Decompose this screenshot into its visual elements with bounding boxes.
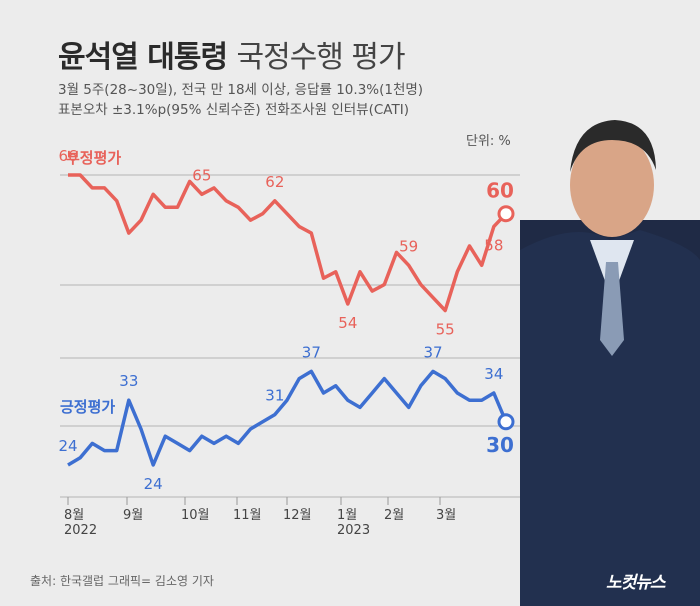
positive-data-label: 30	[486, 433, 514, 457]
title-bold: 윤석열 대통령	[58, 40, 228, 75]
negative-line	[68, 173, 508, 313]
x-tick-year: 2022	[64, 523, 97, 538]
survey-method: 표본오차 ±3.1%p(95% 신뢰수준) 전화조사원 인터뷰(CATI)	[58, 102, 409, 118]
x-tick-label: 1월	[337, 508, 357, 523]
x-tick-label: 9월	[123, 508, 143, 523]
negative-data-label: 65	[192, 166, 211, 184]
negative-data-label: 54	[338, 314, 357, 332]
positive-data-label: 37	[302, 343, 321, 361]
source-credit: 출처: 한국갤럽 그래픽= 김소영 기자	[30, 574, 214, 588]
positive-data-label: 33	[119, 372, 138, 390]
negative-data-label: 55	[436, 320, 455, 338]
title-light: 국정수행 평가	[236, 40, 406, 75]
negative-data-label: 59	[399, 237, 418, 255]
x-tick-label: 3월	[436, 508, 456, 523]
negative-series-name: 부정평가	[66, 149, 121, 167]
negative-data-label: 58	[484, 237, 503, 255]
x-tick-label: 2월	[384, 508, 404, 523]
positive-data-label: 31	[265, 387, 284, 405]
positive-series-name: 긍정평가	[60, 398, 115, 416]
brand-logo: 노컷뉴스	[606, 573, 666, 593]
negative-data-label: 66	[58, 147, 77, 165]
positive-data-label: 34	[484, 365, 503, 383]
positive-data-label: 24	[58, 437, 77, 455]
positive-data-label: 24	[144, 475, 163, 493]
x-tick-label: 12월	[283, 508, 312, 523]
unit-label: 단위: %	[466, 134, 511, 149]
negative-data-label: 60	[486, 179, 514, 203]
positive-data-label: 37	[423, 343, 442, 361]
positive-series: 24 33 24 31 37 37 34 30 긍정평가	[58, 343, 515, 493]
x-tick-year: 2023	[337, 523, 370, 538]
positive-line	[67, 369, 508, 467]
negative-series: 66 65 62 54 59 55 58 60 부정평가	[58, 147, 515, 338]
negative-data-label: 62	[265, 173, 284, 191]
negative-latest-point	[497, 205, 515, 223]
portrait-photo	[520, 120, 700, 606]
x-tick-label: 11월	[233, 508, 262, 523]
x-tick-label: 10월	[181, 508, 210, 523]
survey-info: 3월 5주(28~30일), 전국 만 18세 이상, 응답률 10.3%(1천…	[58, 82, 424, 98]
grid	[60, 174, 520, 498]
x-tick-label: 8월	[64, 508, 84, 523]
page-title: 윤석열 대통령 국정수행 평가	[58, 32, 406, 76]
positive-latest-point	[497, 413, 515, 431]
